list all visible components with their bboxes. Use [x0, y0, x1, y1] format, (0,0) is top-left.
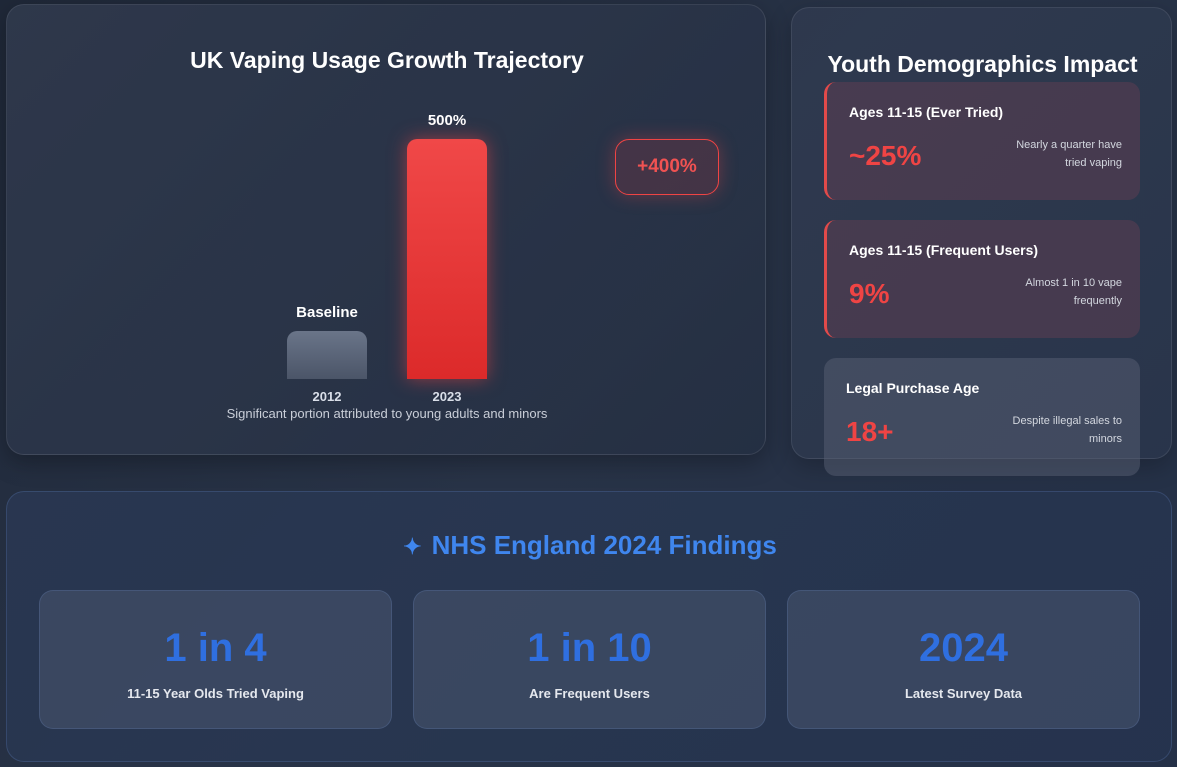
- chart-caption: Significant portion attributed to young …: [7, 406, 767, 421]
- finding-card-tried: 1 in 4 11-15 Year Olds Tried Vaping: [39, 590, 392, 729]
- bar-year-2012: 2012: [267, 389, 387, 404]
- bar-data-label-2023: 500%: [387, 112, 507, 129]
- nhs-title: ✦ NHS England 2024 Findings: [7, 530, 1173, 561]
- sparkle-icon: ✦: [403, 534, 421, 559]
- stat-label: Ages 11-15 (Frequent Users): [849, 242, 1038, 258]
- finding-value: 2024: [788, 626, 1139, 671]
- finding-card-survey: 2024 Latest Survey Data: [787, 590, 1140, 729]
- stat-card-legal-age: Legal Purchase Age 18+ Despite illegal s…: [824, 358, 1140, 476]
- stat-description: Nearly a quarter have tried vaping: [992, 136, 1122, 172]
- stat-card-ever-tried: Ages 11-15 (Ever Tried) ~25% Nearly a qu…: [824, 82, 1140, 200]
- stat-value: 9%: [849, 278, 889, 310]
- stat-description: Almost 1 in 10 vape frequently: [992, 274, 1122, 310]
- demographics-title: Youth Demographics Impact: [792, 46, 1173, 83]
- bar-2023: [407, 139, 487, 379]
- stat-label: Legal Purchase Age: [846, 380, 979, 396]
- nhs-findings-panel: ✦ NHS England 2024 Findings 1 in 4 11-15 …: [6, 491, 1172, 762]
- finding-value: 1 in 4: [40, 626, 391, 671]
- growth-chart-panel: UK Vaping Usage Growth Trajectory Baseli…: [6, 4, 766, 455]
- stat-label: Ages 11-15 (Ever Tried): [849, 104, 1003, 120]
- stat-value: 18+: [846, 416, 894, 448]
- growth-badge: +400%: [615, 139, 719, 195]
- stat-value: ~25%: [849, 140, 921, 172]
- stat-description: Despite illegal sales to minors: [992, 412, 1122, 448]
- nhs-title-text: NHS England 2024 Findings: [432, 530, 777, 560]
- bar-year-2023: 2023: [387, 389, 507, 404]
- bar-data-label-2012: Baseline: [267, 304, 387, 321]
- finding-value: 1 in 10: [414, 626, 765, 671]
- finding-label: Latest Survey Data: [788, 686, 1139, 701]
- demographics-panel: Youth Demographics Impact Ages 11-15 (Ev…: [791, 7, 1172, 459]
- stat-card-frequent-users: Ages 11-15 (Frequent Users) 9% Almost 1 …: [824, 220, 1140, 338]
- finding-card-frequent: 1 in 10 Are Frequent Users: [413, 590, 766, 729]
- bar-2012: [287, 331, 367, 379]
- chart-title: UK Vaping Usage Growth Trajectory: [7, 47, 767, 74]
- finding-label: Are Frequent Users: [414, 686, 765, 701]
- finding-label: 11-15 Year Olds Tried Vaping: [40, 686, 391, 701]
